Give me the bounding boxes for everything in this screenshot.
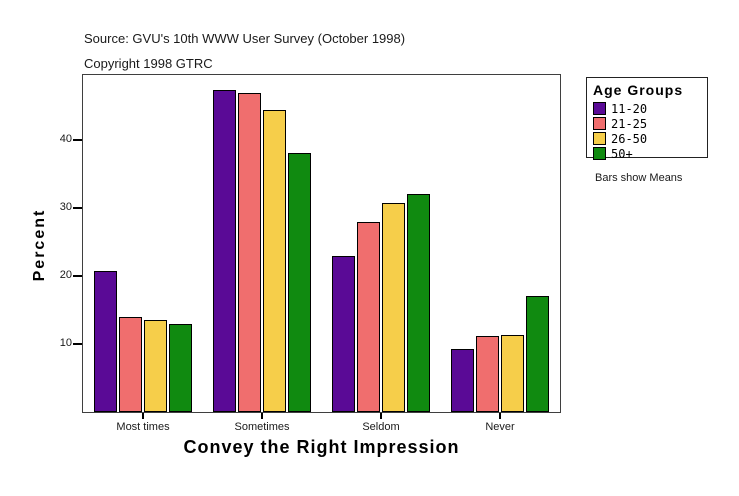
y-tick-mark [73, 207, 82, 209]
x-tick-mark [380, 413, 382, 419]
bar-never-50+ [526, 296, 549, 412]
category-label: Most times [116, 421, 170, 433]
plot-area [82, 74, 561, 413]
legend-note: Bars show Means [595, 172, 683, 184]
legend-title: Age Groups [593, 82, 684, 98]
bar-most-times-11-20 [94, 271, 117, 412]
legend-item-label: 21-25 [611, 117, 648, 131]
legend-swatch-icon [593, 117, 606, 130]
bar-never-21-25 [476, 336, 499, 412]
bar-seldom-11-20 [332, 256, 355, 412]
y-tick-label: 10 [59, 337, 72, 349]
bar-seldom-50+ [407, 194, 430, 412]
legend-item-label: 26-50 [611, 132, 648, 146]
legend-item-26-50: 26-50 [593, 131, 707, 146]
bar-most-times-50+ [169, 324, 192, 412]
bar-never-26-50 [501, 335, 524, 412]
x-tick-mark [499, 413, 501, 419]
legend-item-11-20: 11-20 [593, 101, 707, 116]
y-tick-label: 30 [59, 201, 72, 213]
legend-items: 11-20 21-25 26-50 50+ [593, 101, 707, 161]
bar-sometimes-11-20 [213, 90, 236, 412]
y-axis-title: Percent [31, 208, 48, 282]
x-tick-mark [261, 413, 263, 419]
legend-item-21-25: 21-25 [593, 116, 707, 131]
legend-item-50+: 50+ [593, 146, 707, 161]
bar-sometimes-50+ [288, 153, 311, 412]
bar-most-times-21-25 [119, 317, 142, 412]
legend-item-label: 50+ [611, 147, 633, 161]
copyright-line: Copyright 1998 GTRC [84, 56, 213, 71]
x-axis-title: Convey the Right Impression [183, 437, 460, 457]
legend-swatch-icon [593, 102, 606, 115]
category-label: Never [485, 421, 515, 433]
bar-seldom-26-50 [382, 203, 405, 412]
category-label: Sometimes [234, 421, 290, 433]
source-line: Source: GVU's 10th WWW User Survey (Octo… [84, 31, 406, 46]
bar-never-11-20 [451, 349, 474, 412]
bar-seldom-21-25 [357, 222, 380, 412]
legend-item-label: 11-20 [611, 102, 648, 116]
bar-sometimes-26-50 [263, 110, 286, 412]
legend: Age Groups 11-20 21-25 26-50 50+ [586, 77, 708, 161]
y-tick-mark [73, 275, 82, 277]
legend-swatch-icon [593, 132, 606, 145]
legend-swatch-icon [593, 147, 606, 160]
category-label: Seldom [362, 421, 400, 433]
y-tick-mark [73, 343, 82, 345]
x-tick-mark [142, 413, 144, 419]
y-tick-label: 40 [59, 133, 72, 145]
y-tick-label: 20 [59, 269, 72, 281]
bar-most-times-26-50 [144, 320, 167, 412]
y-tick-mark [73, 139, 82, 141]
bar-sometimes-21-25 [238, 93, 261, 412]
